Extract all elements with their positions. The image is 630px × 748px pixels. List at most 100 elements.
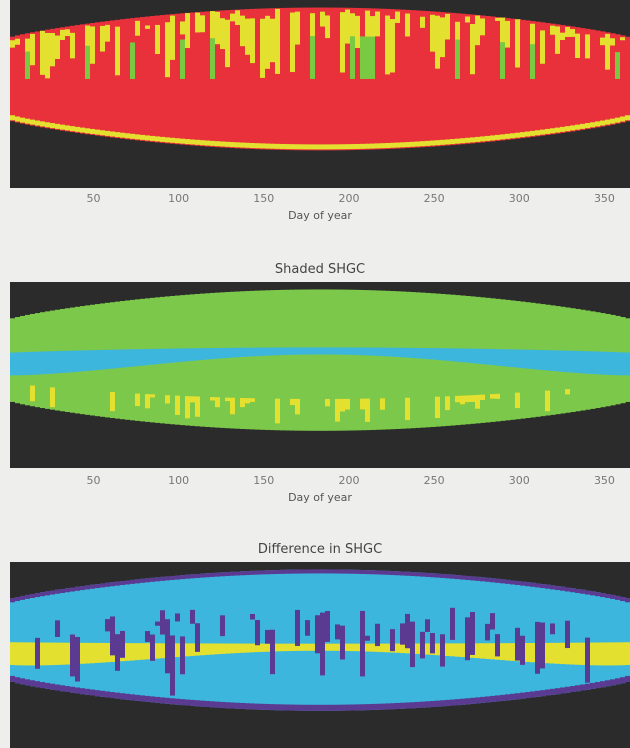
heatmap-cell xyxy=(535,690,541,697)
heatmap-cell xyxy=(190,348,196,361)
heatmap-cell xyxy=(425,643,431,655)
heatmap-cell xyxy=(155,15,161,143)
heatmap-cell xyxy=(95,584,101,589)
heatmap-cell xyxy=(535,583,541,588)
heatmap-cell xyxy=(60,350,66,373)
heatmap-cell xyxy=(180,138,186,144)
heatmap-cell xyxy=(485,577,491,582)
heatmap-cell xyxy=(425,348,431,360)
heatmap-cell xyxy=(140,134,146,140)
heatmap-cell xyxy=(170,15,176,60)
heatmap-cell xyxy=(15,35,21,123)
heatmap-cell xyxy=(30,351,36,375)
heatmap-cell xyxy=(50,683,56,690)
heatmap-cell xyxy=(255,619,261,646)
heatmap-cell xyxy=(85,45,91,79)
heatmap-cell xyxy=(325,144,331,150)
heatmap-cell xyxy=(550,350,556,371)
heatmap-cell xyxy=(280,643,286,652)
heatmap-cell xyxy=(255,8,261,150)
heatmap-cell xyxy=(220,615,226,637)
heatmap-cell xyxy=(530,691,536,698)
heatmap-cell xyxy=(110,616,116,656)
heatmap-cell xyxy=(600,120,606,126)
heatmap-cell xyxy=(20,352,26,376)
heatmap-cell xyxy=(425,701,431,708)
heatmap-cell xyxy=(260,18,266,78)
heatmap-cell xyxy=(405,347,411,358)
heatmap-cell xyxy=(60,642,66,665)
heatmap-cell xyxy=(145,348,151,366)
heatmap-cell xyxy=(300,144,306,150)
heatmap-cell xyxy=(500,579,506,584)
heatmap-cell xyxy=(305,643,311,651)
heatmap-cell xyxy=(395,291,401,429)
heatmap-cell xyxy=(345,347,351,355)
heatmap-cell xyxy=(320,11,326,27)
heatmap-cell xyxy=(210,292,216,428)
heatmap-cell xyxy=(440,17,446,58)
heatmap-cell xyxy=(355,347,361,356)
heatmap-cell xyxy=(245,571,251,710)
heatmap-cell xyxy=(330,7,336,151)
heatmap-cell xyxy=(575,350,581,373)
heatmap-cell xyxy=(345,569,351,574)
heatmap-cell xyxy=(545,128,551,134)
heatmap-cell xyxy=(245,9,251,149)
heatmap-cell xyxy=(270,8,276,150)
heatmap-cell xyxy=(250,613,256,620)
heatmap-cell xyxy=(220,572,226,577)
heatmap-cell xyxy=(445,699,451,706)
heatmap-cell xyxy=(190,574,196,706)
heatmap-cell xyxy=(495,134,501,140)
heatmap-cell xyxy=(405,643,411,654)
heatmap-cell xyxy=(100,130,106,136)
heatmap-cell xyxy=(285,704,291,711)
heatmap-cell xyxy=(350,36,356,79)
heatmap-cell xyxy=(590,122,596,128)
heatmap-cell xyxy=(505,18,511,140)
heatmap-cell xyxy=(255,290,261,430)
heatmap-cell xyxy=(455,21,461,51)
heatmap-cell xyxy=(360,36,366,79)
heatmap-cell xyxy=(105,582,111,698)
heatmap-cell xyxy=(595,592,601,597)
heatmap-cell xyxy=(215,292,221,428)
heatmap-cell xyxy=(385,290,391,430)
heatmap-cell xyxy=(35,120,41,126)
heatmap-cell xyxy=(350,569,356,711)
heatmap-cell xyxy=(375,623,381,647)
heatmap-cell xyxy=(385,8,391,149)
heatmap-cell xyxy=(145,695,151,702)
heatmap-cell xyxy=(165,619,171,674)
heatmap-cell xyxy=(255,347,261,357)
heatmap-cell xyxy=(325,347,331,355)
heatmap-cell xyxy=(360,347,366,356)
heatmap-cell xyxy=(210,11,216,53)
heatmap-cell xyxy=(505,694,511,701)
heatmap-cell xyxy=(85,585,91,590)
heatmap-cell xyxy=(290,289,296,431)
heatmap-cell xyxy=(280,143,286,149)
heatmap-cell xyxy=(480,643,486,659)
heatmap-cell xyxy=(610,594,616,686)
heatmap-cell xyxy=(55,35,61,59)
heatmap-cell xyxy=(325,569,331,574)
heatmap-cell xyxy=(625,642,630,665)
heatmap-cell xyxy=(480,394,486,400)
heatmap-cell xyxy=(460,13,466,145)
heatmap-cell xyxy=(355,143,361,149)
heatmap-cell xyxy=(385,570,391,575)
heatmap-cell xyxy=(350,569,356,574)
heatmap-2-svg xyxy=(10,562,630,748)
heatmap-cell xyxy=(410,621,416,668)
heatmap-cell xyxy=(145,631,151,642)
heatmap-cell xyxy=(25,118,31,124)
heatmap-cell xyxy=(85,642,91,664)
heatmap-cell xyxy=(215,701,221,708)
heatmap-cell xyxy=(55,642,61,665)
heatmap-cell xyxy=(160,610,166,635)
heatmap-cell xyxy=(370,143,376,149)
heatmap-cell xyxy=(580,589,586,594)
heatmap-cell xyxy=(545,689,551,696)
